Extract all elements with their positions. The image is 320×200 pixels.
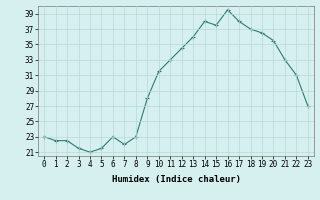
- X-axis label: Humidex (Indice chaleur): Humidex (Indice chaleur): [111, 175, 241, 184]
